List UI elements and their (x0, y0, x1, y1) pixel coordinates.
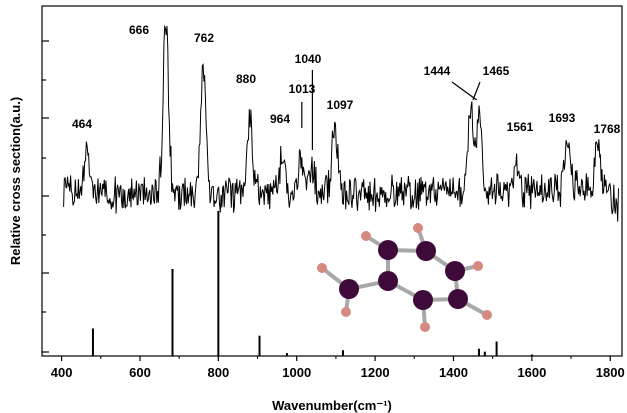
x-tick-label-400: 400 (51, 365, 73, 380)
hydrogen-atom-6 (341, 307, 351, 317)
carbon-atom-2 (445, 261, 465, 281)
x-tick-label-1000: 1000 (282, 365, 311, 380)
peak-marker-1465 (472, 81, 481, 101)
molecule-structure-image (317, 223, 492, 332)
experimental-spectrum-trace (63, 24, 619, 222)
hydrogen-atom-2 (473, 261, 483, 271)
x-tick-label-600: 600 (129, 365, 151, 380)
axes-frame (41, 5, 623, 357)
peak-label-1768: 1768 (594, 122, 621, 136)
carbon-atom-0 (378, 240, 398, 260)
x-tick-label-1600: 1600 (517, 365, 546, 380)
peak-label-964: 964 (270, 112, 290, 126)
hydrogen-atom-3 (482, 310, 492, 320)
hydrogen-atom-1 (413, 223, 423, 233)
peak-label-762: 762 (194, 31, 214, 45)
x-tick-label-1200: 1200 (361, 365, 390, 380)
x-tick-label-1800: 1800 (596, 365, 625, 380)
peak-label-666: 666 (129, 23, 149, 37)
x-tick-label-1400: 1400 (439, 365, 468, 380)
peak-label-1444: 1444 (424, 64, 451, 78)
x-tick-label-800: 800 (207, 365, 229, 380)
peak-marker-1444 (451, 81, 478, 101)
peak-label-464: 464 (72, 117, 92, 131)
carbon-atom-6 (339, 279, 359, 299)
calculated-stick-spectrum (91, 211, 533, 356)
peak-label-1561: 1561 (507, 120, 534, 134)
peak-label-1465: 1465 (483, 64, 510, 78)
peak-label-1013: 1013 (289, 82, 316, 96)
peak-labels: 464 666 762 880 964 1013 1040 1097 1444 1465 1561 1… (72, 23, 621, 150)
carbon-atom-5 (378, 271, 398, 291)
peak-label-1097: 1097 (327, 98, 354, 112)
x-axis-ticks: 400 600 800 1000 1200 1400 1600 1800 (51, 356, 625, 380)
plot-frame (41, 5, 623, 357)
y-axis-title: Relative cross section(a.u.) (8, 97, 23, 265)
y-axis-ticks (42, 40, 49, 353)
hydrogen-atom-5 (317, 263, 327, 273)
x-axis-title: Wavenumber(cm⁻¹) (272, 398, 392, 413)
carbon-atom-3 (448, 289, 468, 309)
carbon-atom-4 (413, 290, 433, 310)
peak-label-1040: 1040 (295, 52, 322, 66)
carbon-atom-1 (416, 241, 436, 261)
peak-label-880: 880 (236, 72, 256, 86)
peak-label-1693: 1693 (549, 111, 576, 125)
hydrogen-atom-4 (420, 322, 430, 332)
experimental-line (63, 24, 619, 222)
hydrogen-atom-0 (361, 231, 371, 241)
